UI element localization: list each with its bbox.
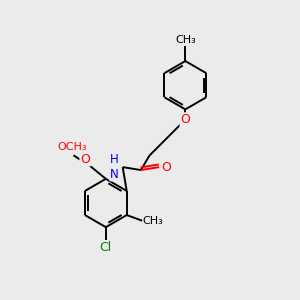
Text: H
N: H N	[110, 152, 119, 181]
Text: O: O	[80, 153, 90, 166]
Text: Cl: Cl	[100, 241, 112, 254]
Text: CH₃: CH₃	[175, 35, 196, 45]
Text: CH₃: CH₃	[143, 216, 164, 226]
Text: O: O	[180, 113, 190, 126]
Text: O: O	[162, 160, 172, 174]
Text: OCH₃: OCH₃	[58, 142, 87, 152]
